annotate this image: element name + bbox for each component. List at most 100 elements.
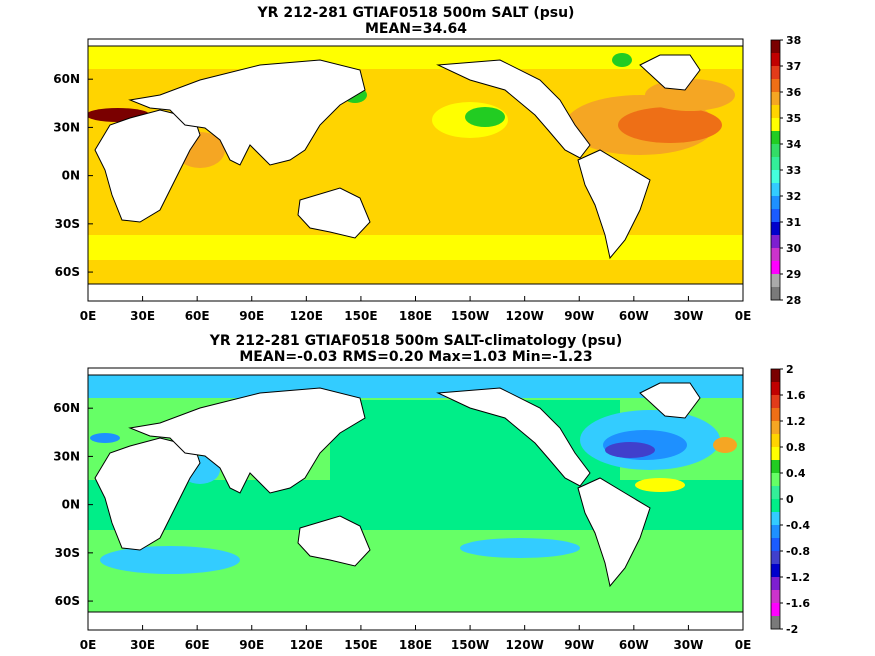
colorbar-segment xyxy=(771,183,780,197)
y-tick-label: 30N xyxy=(53,449,80,463)
colorbar-label: 1.2 xyxy=(786,415,806,428)
panel-2-subtitle: MEAN=-0.03 RMS=0.20 Max=1.03 Min=-1.23 xyxy=(239,349,592,365)
colorbar-label: -1.6 xyxy=(786,597,810,610)
colorbar-label: -0.4 xyxy=(786,519,810,532)
x-tick-label: 90W xyxy=(564,309,594,323)
colorbar-segment xyxy=(771,499,780,513)
colorbar-label: 30 xyxy=(786,242,802,255)
panel-1-colorbar: 38 37 36 35 34 33 32 31 30 29 28 xyxy=(770,34,802,307)
colorbar-segment xyxy=(771,395,780,409)
colorbar-segment xyxy=(771,369,780,383)
colorbar-segment xyxy=(771,131,780,145)
colorbar-segment xyxy=(771,79,780,93)
x-tick-label: 120E xyxy=(290,309,323,323)
x-tick-label: 0E xyxy=(735,638,752,652)
colorbar-segment xyxy=(771,577,780,591)
colorbar-segment xyxy=(771,53,780,67)
colorbar-segment xyxy=(771,40,780,54)
x-tick-label: 60E xyxy=(185,309,210,323)
x-tick-label: 90W xyxy=(564,638,594,652)
x-tick-label: 30W xyxy=(673,309,703,323)
y-tick-label: 60S xyxy=(55,265,80,279)
colorbar-segment xyxy=(771,590,780,604)
colorbar-label: 31 xyxy=(786,216,801,229)
colorbar-segment xyxy=(771,261,780,275)
colorbar-segment xyxy=(771,287,780,301)
x-tick-label: 30E xyxy=(130,638,155,652)
colorbar-label: 37 xyxy=(786,60,801,73)
colorbar-label: -0.8 xyxy=(786,545,810,558)
y-tick-label: 0N xyxy=(62,169,80,183)
x-tick-label: 60E xyxy=(185,638,210,652)
colorbar-segment xyxy=(771,486,780,500)
x-tick-label: 30E xyxy=(130,309,155,323)
x-tick-label: 0E xyxy=(735,309,752,323)
x-tick-label: 180E xyxy=(399,309,432,323)
colorbar-segment xyxy=(771,235,780,249)
y-tick-label: 60N xyxy=(53,401,80,415)
colorbar-label: 0 xyxy=(786,493,794,506)
colorbar-segment xyxy=(771,447,780,461)
x-tick-label: 0E xyxy=(80,638,97,652)
panel-2-field xyxy=(88,368,743,630)
colorbar-segment xyxy=(771,170,780,184)
colorbar-segment xyxy=(771,66,780,80)
colorbar-label: 34 xyxy=(786,138,802,151)
colorbar-segment xyxy=(771,274,780,288)
x-tick-label: 90E xyxy=(239,309,264,323)
x-tick-label: 120E xyxy=(290,638,323,652)
colorbar-segment xyxy=(771,408,780,422)
colorbar-label: -2 xyxy=(786,623,798,636)
y-tick-label: 30N xyxy=(53,120,80,134)
x-tick-label: 120W xyxy=(506,309,544,323)
y-tick-label: 30S xyxy=(55,546,80,560)
panel-1-field xyxy=(88,39,743,301)
colorbar-segment xyxy=(771,421,780,435)
x-tick-label: 90E xyxy=(239,638,264,652)
colorbar-label: 33 xyxy=(786,164,801,177)
panel-salt: YR 212-281 GTIAF0518 500m SALT (psu) MEA… xyxy=(53,5,801,323)
colorbar-segment xyxy=(771,525,780,539)
x-tick-label: 30W xyxy=(673,638,703,652)
colorbar-segment xyxy=(771,434,780,448)
x-tick-label: 150E xyxy=(344,309,377,323)
colorbar-segment xyxy=(771,551,780,565)
x-tick-label: 120W xyxy=(506,638,544,652)
colorbar-segment xyxy=(771,144,780,158)
colorbar-segment xyxy=(771,460,780,474)
x-tick-label: 60W xyxy=(619,309,649,323)
colorbar-segment xyxy=(771,222,780,236)
colorbar-segment xyxy=(771,473,780,487)
y-tick-label: 60S xyxy=(55,594,80,608)
panel-salt-anomaly: YR 212-281 GTIAF0518 500m SALT-climatolo… xyxy=(53,333,810,652)
colorbar-label: 1.6 xyxy=(786,389,806,402)
panel-1-x-axis: 0E 30E 60E 90E 120E 150E 180E 150W 120W 90W 60W 30W… xyxy=(80,296,752,323)
x-tick-label: 150W xyxy=(451,309,489,323)
x-tick-label: 150E xyxy=(344,638,377,652)
colorbar-segment xyxy=(771,196,780,210)
colorbar-segment xyxy=(771,118,780,132)
panel-1-title: YR 212-281 GTIAF0518 500m SALT (psu) xyxy=(257,5,575,21)
colorbar-segment xyxy=(771,157,780,171)
colorbar-label: 0.8 xyxy=(786,441,806,454)
colorbar-segment xyxy=(771,382,780,396)
colorbar-segment xyxy=(771,564,780,578)
colorbar-label: 29 xyxy=(786,268,801,281)
colorbar-label: 28 xyxy=(786,294,801,307)
panel-2-x-axis: 0E 30E 60E 90E 120E 150E 180E 150W 120W 90W 60W 30W… xyxy=(80,625,752,652)
panel-2-y-axis: 60N 30N 0N 30S 60S xyxy=(53,401,93,608)
colorbar-segment xyxy=(771,209,780,223)
panel-2-colorbar: 2 1.6 1.2 0.8 0.4 0 -0.4 -0.8 -1.2 -1.6 -2 xyxy=(770,363,810,636)
colorbar-label: 36 xyxy=(786,86,802,99)
colorbar-label: 2 xyxy=(786,363,794,376)
x-tick-label: 60W xyxy=(619,638,649,652)
colorbar-label: 0.4 xyxy=(786,467,806,480)
y-tick-label: 0N xyxy=(62,498,80,512)
x-tick-label: 0E xyxy=(80,309,97,323)
panel-2-title: YR 212-281 GTIAF0518 500m SALT-climatolo… xyxy=(209,333,622,349)
colorbar-segment xyxy=(771,616,780,630)
panel-1-y-axis: 60N 30N 0N 30S 60S xyxy=(53,72,93,279)
colorbar-segment xyxy=(771,105,780,119)
colorbar-label: 32 xyxy=(786,190,801,203)
